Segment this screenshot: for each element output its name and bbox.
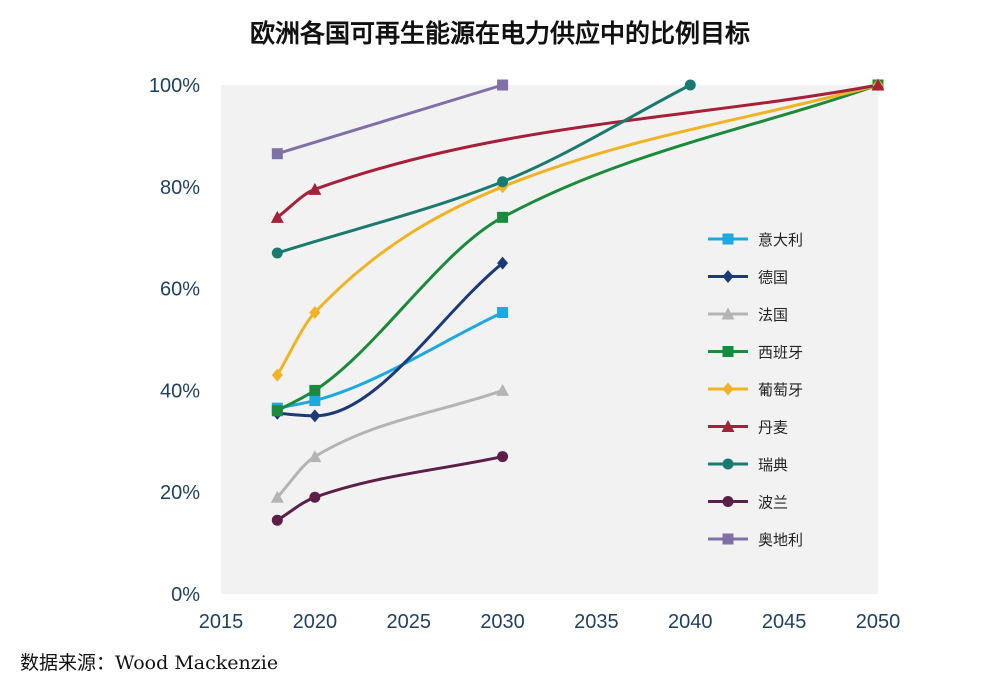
legend-swatch-marker xyxy=(721,307,735,320)
source-note: 数据来源：Wood Mackenzie xyxy=(20,652,279,674)
series-line xyxy=(276,83,504,156)
x-tick-label: 2045 xyxy=(762,611,807,633)
legend-label: 德国 xyxy=(758,269,788,287)
x-tick-label: 2025 xyxy=(386,611,431,633)
y-tick-label: 80% xyxy=(160,177,200,199)
series-markers xyxy=(270,78,885,526)
data-point xyxy=(309,409,321,423)
data-point xyxy=(497,79,509,91)
y-tick-label: 40% xyxy=(160,380,200,402)
data-point xyxy=(497,256,509,270)
legend-label: 奥地利 xyxy=(758,531,803,549)
series-line xyxy=(277,261,504,418)
data-point xyxy=(309,384,321,396)
y-tick-label: 60% xyxy=(160,279,200,301)
series-line xyxy=(276,388,504,499)
x-tick-label: 2020 xyxy=(293,611,338,633)
y-tick-label: 20% xyxy=(160,482,200,504)
series-line xyxy=(276,83,879,219)
legend-label: 西班牙 xyxy=(758,344,803,362)
series-line xyxy=(276,455,503,522)
x-axis-ticks: 2015 2020 2025 2030 2035 2040 2045 2050 xyxy=(199,611,901,633)
legend-label: 意大利 xyxy=(758,231,803,249)
legend-swatch-marker xyxy=(722,458,734,470)
legend-swatch-marker xyxy=(722,496,734,507)
data-point xyxy=(309,395,321,407)
legend-swatch-marker xyxy=(722,270,734,283)
data-point xyxy=(497,307,509,319)
data-point xyxy=(497,451,509,463)
legend-swatch-marker xyxy=(721,420,735,432)
data-point xyxy=(308,450,322,463)
data-point xyxy=(497,211,509,223)
series-line xyxy=(277,311,504,410)
data-point xyxy=(496,383,510,396)
legend-label: 波兰 xyxy=(758,494,788,512)
data-point xyxy=(309,491,321,503)
y-axis-ticks: 0% 20% 40% 60% 80% 100% xyxy=(149,75,200,606)
x-tick-label: 2030 xyxy=(480,611,525,633)
data-point xyxy=(271,148,283,160)
x-tick-label: 2015 xyxy=(199,611,244,633)
y-tick-label: 100% xyxy=(149,75,200,97)
data-point xyxy=(271,247,283,259)
legend-label: 瑞典 xyxy=(758,456,788,474)
legend-label: 丹麦 xyxy=(758,419,788,437)
data-point xyxy=(271,368,283,382)
legend-label: 法国 xyxy=(758,306,788,324)
data-point xyxy=(271,514,283,526)
x-tick-label: 2035 xyxy=(574,611,619,633)
data-point xyxy=(684,79,696,91)
chart-title: 欧洲各国可再生能源在电力供应中的比例目标 xyxy=(249,19,750,48)
data-point xyxy=(871,78,885,91)
legend-label: 葡萄牙 xyxy=(758,381,803,399)
x-tick-label: 2050 xyxy=(856,611,901,633)
legend-swatch-marker xyxy=(722,533,734,545)
legend-swatch-marker xyxy=(722,233,734,245)
data-point xyxy=(270,490,284,503)
data-point xyxy=(497,176,509,188)
series-line xyxy=(276,83,879,376)
x-tick-label: 2040 xyxy=(668,611,713,633)
legend-swatch-marker xyxy=(722,382,734,396)
data-point xyxy=(309,306,321,320)
data-point xyxy=(308,182,322,195)
y-tick-label: 0% xyxy=(171,584,200,606)
data-point xyxy=(270,210,284,223)
data-point xyxy=(271,405,283,417)
legend-swatch-marker xyxy=(722,346,734,357)
